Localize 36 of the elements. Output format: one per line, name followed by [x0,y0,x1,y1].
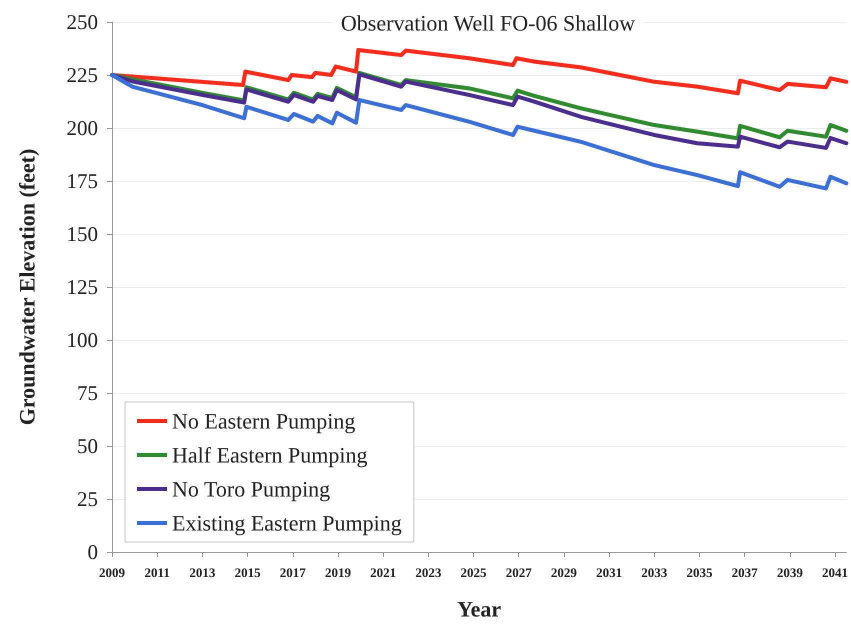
legend-label: No Eastern Pumping [172,408,356,434]
x-tick-label: 2039 [776,565,804,580]
y-tick-label: 75 [77,381,98,405]
y-tick-label: 25 [77,487,98,511]
y-tick-label: 0 [88,540,98,564]
legend-label: Half Eastern Pumping [172,442,368,468]
x-tick-label: 2027 [506,565,532,580]
x-tick-label: 2029 [550,565,578,580]
x-tick-label: 2035 [686,565,713,580]
line-series [110,73,848,190]
legend-label: Existing Eastern Pumping [172,510,402,536]
x-tick-label: 2019 [324,565,352,580]
y-axis-title: Groundwater Elevation (feet) [14,148,40,426]
x-tick-label: 2031 [596,565,622,580]
x-tick-label: 2021 [370,565,396,580]
x-tick-label: 2037 [732,565,758,580]
x-tick-label: 2009 [99,565,126,580]
y-tick-label: 225 [66,63,98,87]
y-tick-label: 200 [66,116,98,140]
x-tick-label: 2025 [460,565,487,580]
x-tick-label: 2015 [234,565,262,580]
x-tick-label: 2023 [415,565,442,580]
chart-title: Observation Well FO-06 Shallow [340,10,636,36]
x-axis-title: Year [457,596,502,622]
x-tick-label: 2041 [822,565,848,580]
x-tick-label: 2011 [144,565,170,580]
y-tick-label: 50 [77,434,98,458]
x-tick-label: 2017 [280,565,306,580]
y-tick-label: 150 [66,222,98,246]
y-tick-label: 175 [66,169,98,193]
y-tick-label: 250 [66,10,98,34]
x-tick-label: 2013 [189,565,216,580]
x-tick-label: 2033 [641,565,668,580]
y-tick-label: 125 [66,275,98,299]
y-tick-label: 100 [66,328,98,352]
legend-label: No Toro Pumping [172,476,330,502]
